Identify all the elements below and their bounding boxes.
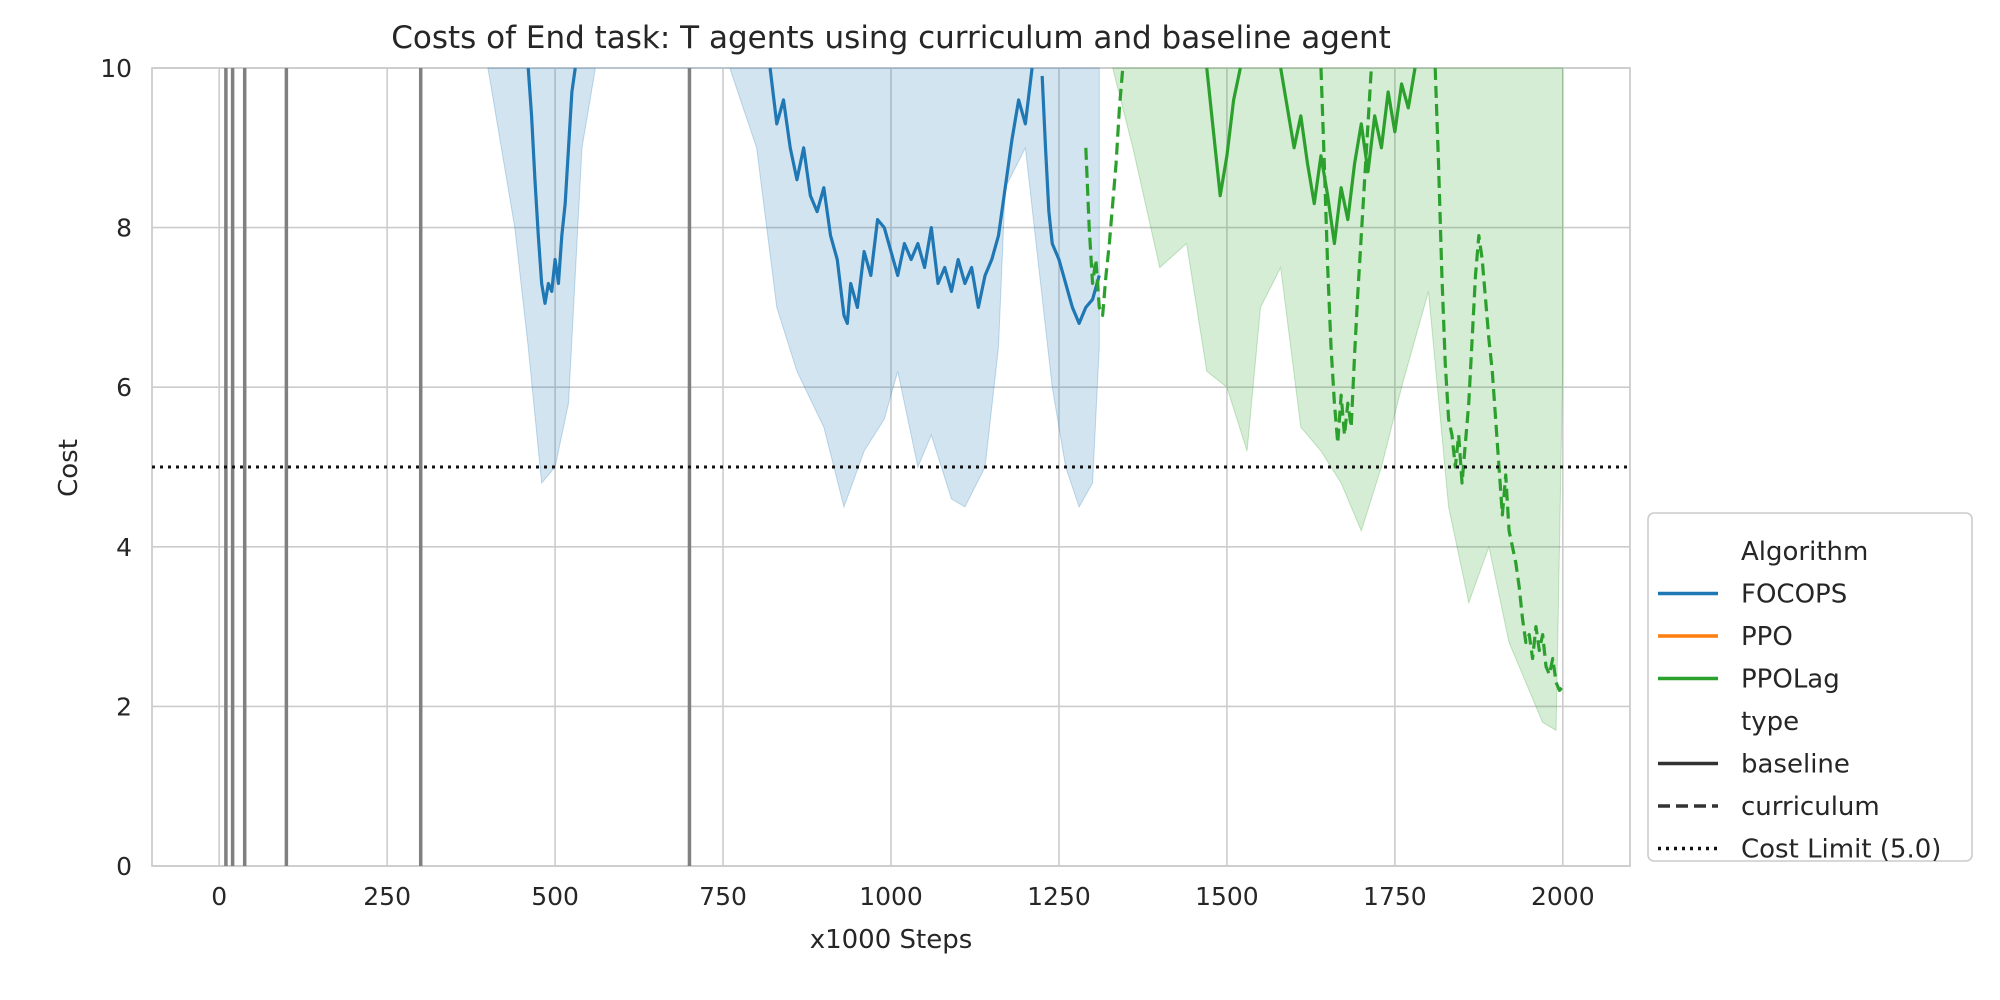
legend-header: Algorithm	[1741, 537, 1868, 567]
legend-label: PPO	[1741, 622, 1793, 652]
legend-label: FOCOPS	[1741, 580, 1847, 610]
line-ppolag-baseline	[1279, 67, 1417, 246]
line-focops-baseline	[526, 67, 577, 306]
confidence-bands	[487, 67, 1564, 732]
x-axis-label: x1000 Steps	[810, 925, 973, 955]
band-focops-baseline	[487, 67, 1100, 509]
x-tick-label: 500	[531, 882, 579, 911]
line-focops-baseline	[768, 67, 1034, 325]
y-tick-label: 10	[100, 54, 132, 83]
legend-label: curriculum	[1741, 792, 1880, 822]
y-axis-label: Cost	[54, 439, 84, 497]
legend-header: type	[1741, 707, 1799, 737]
x-tick-label: 1750	[1363, 882, 1427, 911]
x-tick-label: 750	[699, 882, 747, 911]
band-ppolag-baseline	[1112, 67, 1564, 732]
x-tick-label: 0	[211, 882, 227, 911]
x-tick-label: 1000	[859, 882, 923, 911]
legend: Algorithm FOCOPS PPO PPOLag type baseline curr…	[1647, 512, 1973, 865]
tick-labels: 0 250 500 750 1000 1250 1500 1750 2000 0 2 4 6 8 10	[100, 54, 1594, 911]
chart-title: Costs of End task: T agents using curric…	[391, 20, 1391, 56]
legend-label: Cost Limit (5.0)	[1741, 835, 1941, 865]
legend-label: PPOLag	[1741, 665, 1840, 695]
y-tick-label: 6	[116, 373, 132, 402]
y-tick-label: 2	[116, 692, 132, 721]
x-tick-label: 1250	[1027, 882, 1091, 911]
legend-label: baseline	[1741, 750, 1850, 780]
y-tick-label: 0	[116, 852, 132, 881]
y-tick-label: 8	[116, 214, 132, 243]
legend-box	[1647, 512, 1973, 862]
x-tick-label: 1500	[1195, 882, 1259, 911]
y-tick-label: 4	[116, 533, 132, 562]
x-tick-label: 2000	[1531, 882, 1595, 911]
line-ppolag-curriculum	[1084, 67, 1125, 317]
line-ppolag-baseline	[1205, 67, 1242, 198]
line-focops-baseline	[1040, 75, 1101, 325]
line-ppolag-curriculum	[1319, 67, 1373, 445]
x-tick-label: 250	[363, 882, 411, 911]
baseline-vertical-lines	[224, 68, 692, 866]
